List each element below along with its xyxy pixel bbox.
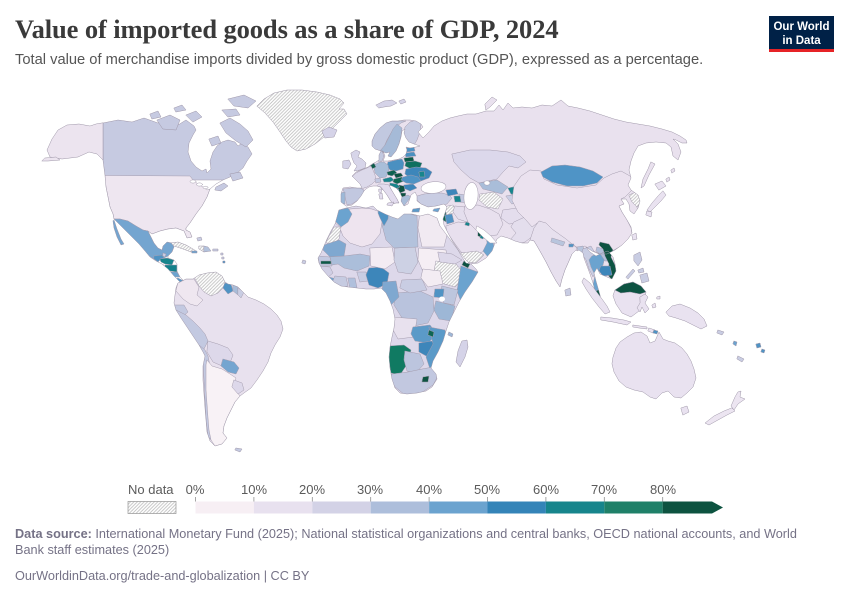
svg-text:60%: 60% (533, 482, 559, 497)
svg-text:50%: 50% (474, 482, 500, 497)
svg-text:0%: 0% (186, 482, 205, 497)
svg-text:10%: 10% (241, 482, 267, 497)
svg-text:70%: 70% (591, 482, 617, 497)
svg-text:40%: 40% (416, 482, 442, 497)
svg-text:80%: 80% (650, 482, 676, 497)
svg-text:20%: 20% (299, 482, 325, 497)
svg-text:No data: No data (128, 482, 174, 497)
svg-text:30%: 30% (357, 482, 383, 497)
